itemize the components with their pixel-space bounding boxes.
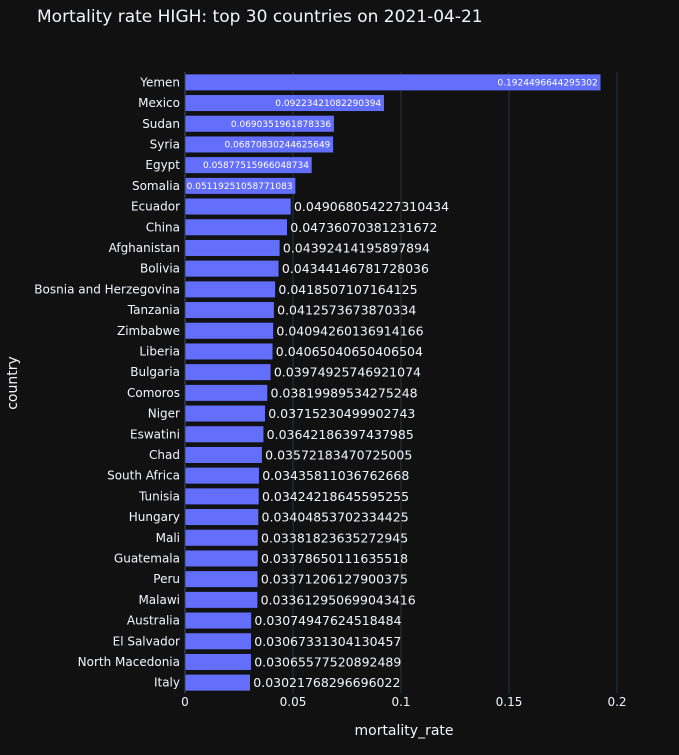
bar	[184, 632, 252, 650]
bar	[184, 529, 259, 547]
data-label: 0.06870830244625649	[224, 140, 330, 150]
data-label: 0.04094260136914166	[276, 323, 423, 338]
bar	[184, 135, 334, 153]
data-label: 0.04392414195897894	[283, 240, 430, 255]
bar	[184, 653, 252, 671]
data-label: 0.03435811036762668	[262, 468, 409, 483]
y-tick-label: Somalia	[132, 179, 180, 193]
bar	[184, 301, 275, 319]
bar	[184, 94, 385, 112]
bar	[184, 322, 274, 340]
x-axis-title: mortality_rate	[354, 723, 453, 739]
data-label: 0.03572183470725005	[265, 447, 412, 462]
y-tick-label: Zimbabwe	[117, 324, 180, 338]
x-tick-label: 0.05	[280, 695, 307, 709]
bar	[184, 591, 258, 609]
data-label: 0.04344146781728036	[282, 261, 429, 276]
data-label: 0.03424218645595255	[262, 489, 409, 504]
bar	[184, 674, 251, 692]
y-tick-label: Tunisia	[138, 489, 180, 503]
data-label: 0.04065040650406504	[276, 344, 423, 359]
y-tick-label: Sudan	[142, 117, 180, 131]
data-label: 0.03381823635272945	[261, 530, 408, 545]
bar	[184, 570, 259, 588]
y-tick-label: Comoros	[127, 386, 180, 400]
x-tick-label: 0.2	[607, 695, 626, 709]
data-label: 0.03642186397437985	[267, 427, 414, 442]
data-label: 0.03404853702334425	[262, 510, 409, 525]
bar	[184, 198, 292, 216]
bar	[184, 487, 260, 505]
bar	[184, 467, 260, 485]
y-tick-label: North Macedonia	[78, 655, 180, 669]
data-label: 0.0418507107164125	[278, 282, 417, 297]
y-tick-label: Mexico	[138, 96, 180, 110]
bar	[184, 549, 259, 567]
bar	[184, 73, 601, 91]
y-tick-label: Syria	[150, 137, 180, 151]
bar	[184, 612, 252, 630]
data-label: 0.033612950699043416	[261, 592, 416, 607]
y-tick-label: China	[146, 220, 180, 234]
data-label: 0.03067331304130457	[254, 634, 401, 649]
y-tick-label: Chad	[149, 448, 180, 462]
data-label: 0.0690351961878336	[231, 120, 331, 130]
y-tick-label: Mali	[156, 531, 180, 545]
y-tick-label: Yemen	[139, 75, 180, 89]
bar	[184, 280, 276, 298]
y-tick-label: Eswatini	[130, 427, 180, 441]
data-label: 0.0412573673870334	[277, 303, 416, 318]
y-tick-label: South Africa	[107, 469, 180, 483]
y-tick-label: Bolivia	[140, 262, 180, 276]
bar	[184, 115, 335, 133]
y-tick-label: Bulgaria	[130, 365, 180, 379]
y-tick-label: Liberia	[139, 344, 180, 358]
data-label: 0.09223421082290394	[275, 99, 381, 109]
data-label: 0.03021768296696022	[253, 675, 400, 690]
y-tick-label: Niger	[148, 407, 180, 421]
bar	[184, 239, 281, 257]
bar	[184, 425, 264, 443]
bar	[184, 218, 288, 236]
data-label: 0.03974925746921074	[274, 365, 421, 380]
bar	[184, 446, 263, 464]
data-label: 0.03065577520892489	[254, 654, 401, 669]
y-tick-label: Tanzania	[127, 303, 180, 317]
y-tick-label: Peru	[153, 572, 180, 586]
y-tick-label: Italy	[154, 676, 180, 690]
y-axis-title: country	[5, 356, 21, 410]
data-label: 0.03819989534275248	[271, 385, 418, 400]
data-label: 0.049068054227310434	[294, 199, 449, 214]
y-tick-label: Guatemala	[114, 551, 180, 565]
bar	[184, 363, 272, 381]
x-tick-label: 0.1	[391, 695, 410, 709]
data-label: 0.03371206127900375	[261, 572, 408, 587]
y-tick-label: Australia	[127, 614, 180, 628]
chart-title: Mortality rate HIGH: top 30 countries on…	[37, 7, 483, 27]
bar	[184, 177, 296, 195]
y-tick-label: El Salvador	[113, 634, 180, 648]
y-tick-label: Malawi	[138, 593, 180, 607]
bar	[184, 342, 274, 360]
data-label: 0.05877515966048734	[203, 161, 309, 171]
data-label: 0.03715230499902743	[268, 406, 415, 421]
x-tick-label: 0	[181, 695, 189, 709]
data-label: 0.03074947624518484	[254, 613, 401, 628]
data-label: 0.04736070381231672	[290, 220, 437, 235]
y-tick-label: Afghanistan	[109, 241, 180, 255]
y-tick-label: Egypt	[145, 158, 180, 172]
bar	[184, 384, 268, 402]
bar	[184, 508, 259, 526]
y-tick-label: Hungary	[129, 510, 180, 524]
y-tick-label: Bosnia and Herzegovina	[34, 282, 180, 296]
x-tick-label: 0.15	[496, 695, 523, 709]
data-label: 0.03378650111635518	[261, 551, 408, 566]
bar	[184, 405, 266, 423]
y-tick-label: Ecuador	[131, 200, 180, 214]
bar	[184, 156, 313, 174]
data-label: 0.05119251058771083	[187, 182, 293, 192]
data-label: 0.1924496644295302	[497, 78, 597, 88]
bar	[184, 260, 280, 278]
